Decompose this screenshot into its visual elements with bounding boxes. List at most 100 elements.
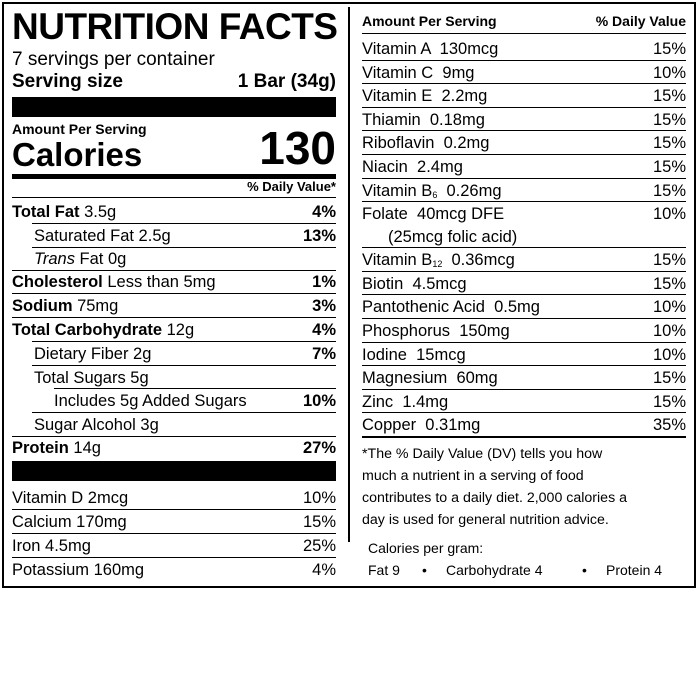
vitamin-dv: 10% — [652, 298, 686, 317]
vitamin-dv: 35% — [652, 416, 686, 435]
thick-divider — [12, 461, 336, 481]
vitamin-name: Magnesium 60mg — [362, 369, 498, 388]
vitamin-dv: 15% — [652, 392, 686, 411]
nutrient-name: Sugar Alcohol 3g — [34, 416, 159, 434]
vitamin-dv: 15% — [302, 513, 336, 531]
vitamin-name: Copper 0.31mg — [362, 416, 481, 435]
vitamin-name-line2: (25mcg folic acid) — [388, 228, 518, 247]
nutrient-dv: 4% — [312, 321, 336, 339]
nutrient-name: Total Carbohydrate — [12, 321, 163, 339]
vitamin-dv: 10% — [652, 205, 686, 224]
row-divider — [362, 247, 686, 249]
vitamin-name: Vitamin B12 0.36mcg — [362, 251, 515, 270]
nutrient-dv: 13% — [302, 227, 336, 245]
vitamin-dv: 4% — [312, 561, 336, 579]
row-divider — [362, 177, 686, 179]
row-divider — [362, 412, 686, 414]
vitamin-name: Calcium 170mg — [12, 513, 127, 531]
row-divider — [362, 201, 686, 203]
cal-per-gram-protein: Protein 4 — [606, 562, 663, 578]
footnote: *The % Daily Value (DV) tells you how mu… — [362, 443, 627, 531]
footnote-line: contributes to a daily diet. 2,000 calor… — [362, 490, 627, 506]
nutrient-dv: 3% — [312, 297, 336, 315]
medium-divider — [12, 174, 336, 179]
row-divider — [362, 388, 686, 390]
nutrient-name: Includes 5g Added Sugars — [54, 392, 247, 410]
right-header-amount: Amount Per Serving — [362, 13, 497, 29]
nutrient-dv: 7% — [312, 345, 336, 363]
row-divider — [362, 294, 686, 296]
vitamin-dv: 10% — [652, 322, 686, 340]
nutrient-amount: 12g — [162, 321, 195, 339]
servings-per-container: 7 servings per container — [12, 49, 215, 70]
nutrient-dv: 27% — [302, 439, 336, 457]
vitamin-dv: 10% — [652, 345, 686, 364]
right-header-dv: % Daily Value — [595, 13, 686, 29]
row-divider — [362, 341, 686, 343]
nutrition-facts-panel: NUTRITION FACTS 7 servings per container… — [2, 2, 696, 588]
vitamin-name: Vitamin E 2.2mg — [362, 87, 488, 106]
nutrient-dv: 1% — [312, 273, 336, 291]
nutrient-name: Cholesterol — [12, 273, 103, 291]
vitamin-dv: 15% — [652, 110, 686, 129]
nutrient-amount: 14g — [68, 439, 101, 457]
row-divider — [362, 318, 686, 319]
vitamin-name: Phosphorus 150mg — [362, 322, 510, 340]
vitamin-dv: 15% — [652, 87, 686, 106]
vitamin-dv: 15% — [652, 369, 686, 388]
row-divider — [362, 83, 686, 85]
vitamin-name: Riboflavin 0.2mg — [362, 134, 490, 153]
nutrient-name: Saturated Fat 2.5g — [34, 227, 171, 245]
nutrient-dv: 4% — [312, 203, 336, 221]
calories-label: Calories — [12, 136, 143, 173]
nutrient-name-italic: Trans — [34, 250, 75, 268]
calories-per-gram-label: Calories per gram: — [368, 540, 484, 556]
nutrient-amount: 75mg — [72, 297, 119, 315]
vitamin-dv: 15% — [652, 158, 686, 176]
row-divider — [362, 59, 686, 61]
serving-size-label: Serving size — [12, 71, 123, 92]
nutrient-dv: 10% — [302, 392, 336, 410]
vitamin-dv: 15% — [652, 251, 686, 270]
vitamin-name: Niacin 2.4mg — [362, 158, 463, 176]
vitamin-dv: 15% — [652, 40, 686, 58]
nutrient-amount: Less than 5mg — [102, 273, 216, 291]
column-divider — [348, 7, 350, 542]
thick-divider — [12, 97, 336, 117]
nutrient-amount: 3.5g — [79, 203, 117, 221]
serving-size-value: 1 Bar (34g) — [237, 71, 336, 92]
nutrient-name: Total Fat — [12, 203, 80, 221]
bullet-1: • — [422, 562, 427, 578]
row-divider — [362, 106, 686, 108]
nutrient-name: Protein — [12, 439, 69, 457]
panel-title: NUTRITION FACTS — [12, 6, 338, 47]
vitamin-dv: 15% — [652, 181, 686, 200]
subscript: 6 — [432, 189, 438, 200]
vitamin-dv: 10% — [302, 489, 336, 507]
nutrient-name: Sodium — [12, 297, 73, 315]
vitamin-name: Vitamin B6 0.26mg — [362, 181, 502, 200]
row-divider — [362, 436, 686, 438]
vitamin-name: Vitamin A 130mcg — [362, 40, 499, 58]
vitamin-name: Thiamin 0.18mg — [362, 110, 485, 129]
footnote-line: day is used for general nutrition advice… — [362, 512, 609, 528]
vitamin-name: Potassium 160mg — [12, 561, 145, 579]
nutrient-name: Fat 0g — [74, 250, 127, 268]
bullet-2: • — [582, 562, 587, 578]
vitamin-name: Pantothenic Acid 0.5mg — [362, 298, 540, 317]
nutrient-name: Total Sugars 5g — [34, 369, 149, 387]
vitamin-name: Folate 40mcg DFE — [362, 205, 505, 224]
vitamin-name: Zinc 1.4mg — [362, 392, 449, 411]
nutrient-name: Dietary Fiber 2g — [34, 345, 152, 363]
vitamin-name: Vitamin C 9mg — [362, 63, 475, 82]
divider — [12, 197, 336, 198]
calories-value: 130 — [259, 122, 336, 174]
footnote-line: much a nutrient in a serving of food — [362, 468, 584, 484]
row-divider — [362, 130, 686, 132]
vitamin-dv: 15% — [652, 134, 686, 153]
vitamin-dv: 10% — [652, 63, 686, 82]
cal-per-gram-carb: Carbohydrate 4 — [446, 562, 543, 578]
vitamin-name: Vitamin D 2mcg — [12, 489, 129, 507]
subscript: 12 — [432, 259, 443, 270]
vitamin-name: Iron 4.5mg — [12, 537, 91, 555]
